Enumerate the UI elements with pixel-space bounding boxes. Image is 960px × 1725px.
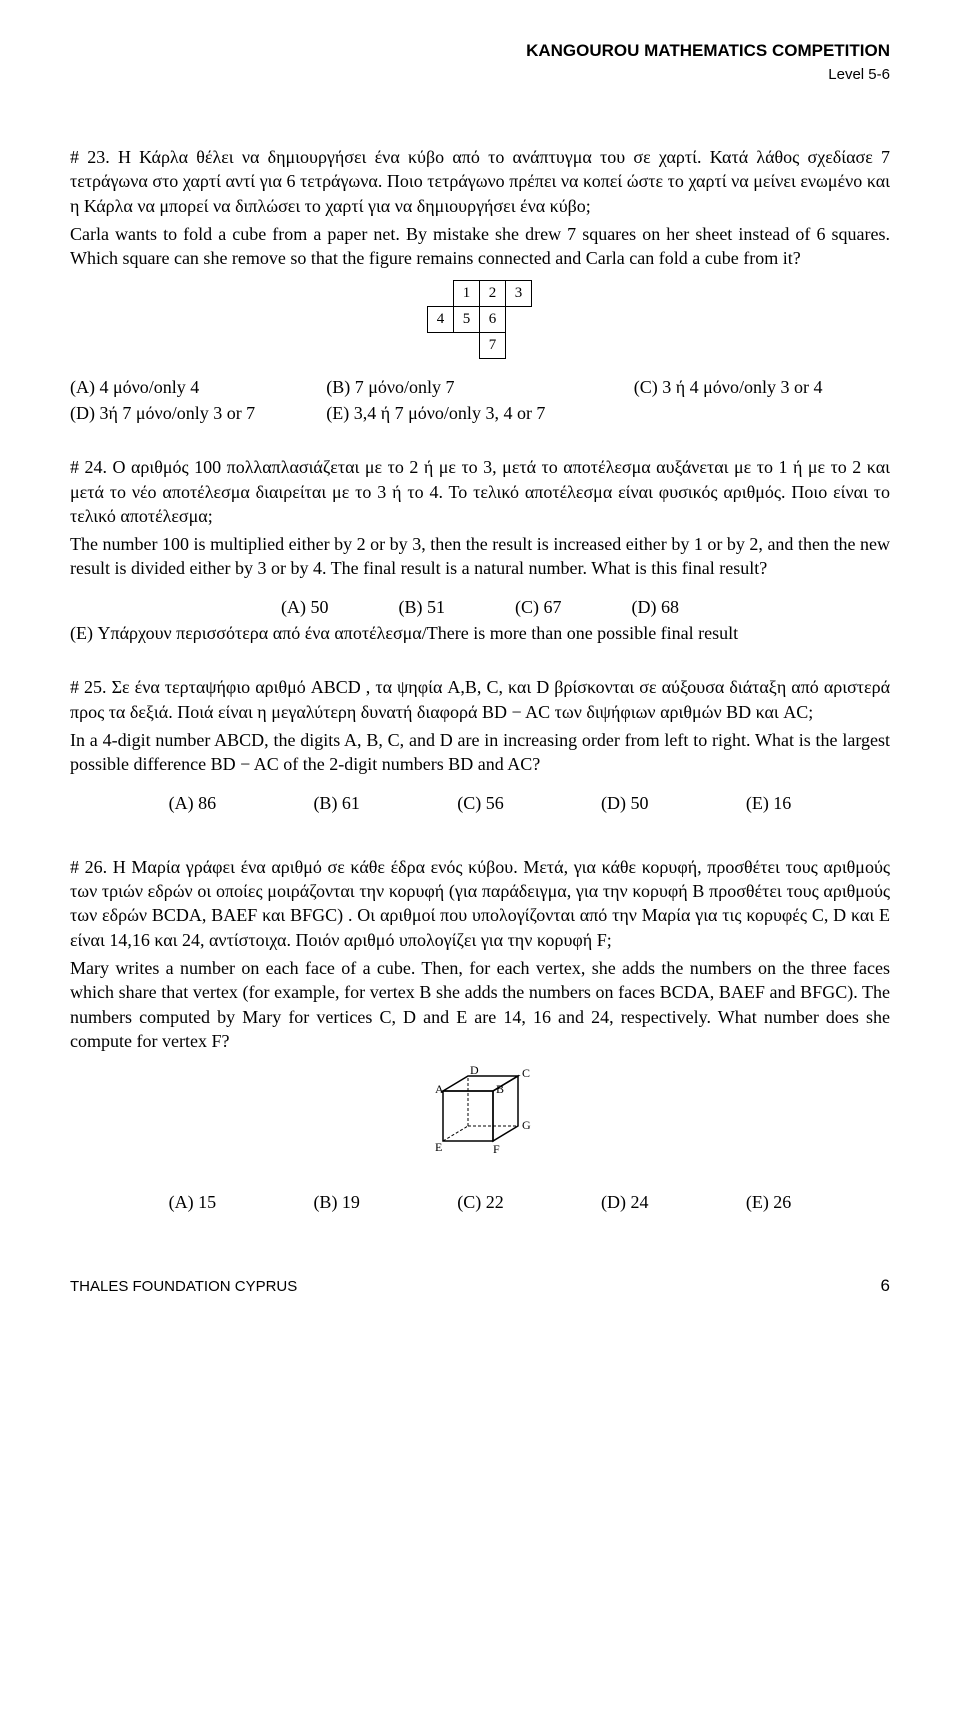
q23-answers: (A) 4 μόνο/only 4 (B) 7 μόνο/only 7 (C) …: [70, 375, 890, 426]
cube-icon: A B D C E F G: [415, 1061, 545, 1176]
grid-empty: [427, 280, 454, 307]
grid-cell: 6: [479, 306, 506, 333]
answer-c: (C) 56: [457, 791, 504, 815]
label-c: C: [522, 1066, 530, 1080]
q25-answers: (A) 86 (B) 61 (C) 56 (D) 50 (E) 16: [70, 791, 890, 815]
net-grid: 1 2 3 4 5 6 7: [428, 281, 532, 359]
question-24: # 24. Ο αριθμός 100 πολλαπλασιάζεται με …: [70, 455, 890, 645]
answer-c: (C) 22: [457, 1190, 504, 1214]
label-f: F: [493, 1142, 500, 1156]
q25-text-gr: # 25. Σε ένα τερταψήφιο αριθμό ABCD , τα…: [70, 675, 890, 724]
grid-cell: 1: [453, 280, 480, 307]
answer-a: (A) 4 μόνο/only 4: [70, 375, 326, 399]
grid-cell: 4: [427, 306, 454, 333]
grid-cell: 2: [479, 280, 506, 307]
answer-e: (E) Υπάρχουν περισσότερα από ένα αποτέλε…: [70, 621, 890, 645]
q26-text-gr: # 26. Η Μαρία γράφει ένα αριθμό σε κάθε …: [70, 855, 890, 952]
q23-text-en: Carla wants to fold a cube from a paper …: [70, 222, 890, 271]
grid-cell: 7: [479, 332, 506, 359]
label-g: G: [522, 1118, 531, 1132]
grid-empty: [505, 306, 532, 333]
answer-d: (D) 50: [601, 791, 649, 815]
q26-answers: (A) 15 (B) 19 (C) 22 (D) 24 (E) 26: [70, 1190, 890, 1214]
answer-b: (B) 61: [313, 791, 360, 815]
answer-d: (D) 3ή 7 μόνο/only 3 or 7: [70, 401, 326, 425]
answer-b: (B) 7 μόνο/only 7: [326, 375, 634, 399]
q26-text-en: Mary writes a number on each face of a c…: [70, 956, 890, 1053]
label-e: E: [435, 1140, 442, 1154]
label-a: A: [435, 1082, 444, 1096]
answer-e: (E) 16: [746, 791, 791, 815]
page-header: KANGOUROU MATHEMATICS COMPETITION Level …: [70, 40, 890, 85]
question-26: # 26. Η Μαρία γράφει ένα αριθμό σε κάθε …: [70, 855, 890, 1215]
answer-c: (C) 67: [515, 595, 562, 619]
page-number: 6: [881, 1275, 890, 1298]
q26-figure: A B D C E F G: [70, 1061, 890, 1176]
q24-answers-row1: (A) 50 (B) 51 (C) 67 (D) 68: [70, 595, 890, 619]
answer-e: (E) 3,4 ή 7 μόνο/only 3, 4 or 7: [326, 401, 634, 425]
q24-text-gr: # 24. Ο αριθμός 100 πολλαπλασιάζεται με …: [70, 455, 890, 528]
question-23: # 23. Η Κάρλα θέλει να δημιουργήσει ένα …: [70, 145, 890, 425]
grid-empty: [427, 332, 454, 359]
label-d: D: [470, 1063, 479, 1077]
answer-b: (B) 51: [399, 595, 446, 619]
footer-org: THALES FOUNDATION CYPRUS: [70, 1277, 297, 1297]
page-footer: THALES FOUNDATION CYPRUS 6: [70, 1275, 890, 1298]
q23-text-gr: # 23. Η Κάρλα θέλει να δημιουργήσει ένα …: [70, 145, 890, 218]
grid-empty: [505, 332, 532, 359]
answer-a: (A) 86: [169, 791, 217, 815]
answer-b: (B) 19: [313, 1190, 360, 1214]
grid-cell: 5: [453, 306, 480, 333]
q24-text-en: The number 100 is multiplied either by 2…: [70, 532, 890, 581]
competition-title: KANGOUROU MATHEMATICS COMPETITION: [70, 40, 890, 63]
grid-empty: [453, 332, 480, 359]
grid-cell: 3: [505, 280, 532, 307]
answer-d: (D) 24: [601, 1190, 649, 1214]
answer-e: (E) 26: [746, 1190, 791, 1214]
answer-d: (D) 68: [632, 595, 680, 619]
q23-figure: 1 2 3 4 5 6 7: [70, 281, 890, 359]
q25-text-en: In a 4-digit number ABCD, the digits A, …: [70, 728, 890, 777]
label-b: B: [496, 1082, 504, 1096]
question-25: # 25. Σε ένα τερταψήφιο αριθμό ABCD , τα…: [70, 675, 890, 814]
level-label: Level 5-6: [70, 65, 890, 85]
answer-a: (A) 50: [281, 595, 329, 619]
answer-c: (C) 3 ή 4 μόνο/only 3 or 4: [634, 375, 890, 399]
answer-a: (A) 15: [169, 1190, 217, 1214]
